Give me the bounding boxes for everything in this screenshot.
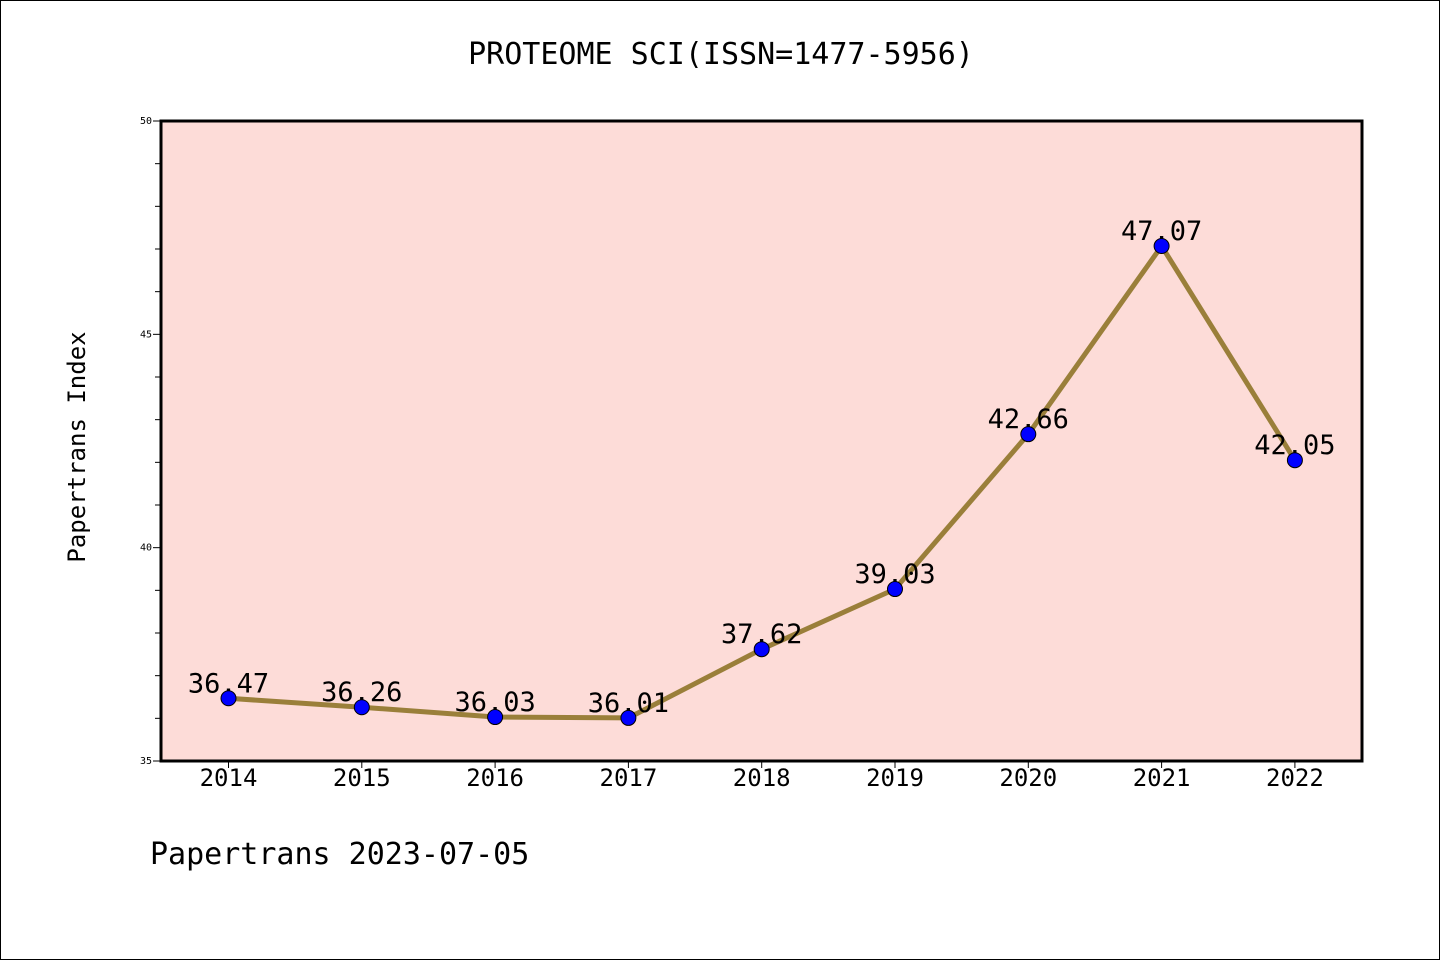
x-tick-label: 2021 <box>1133 764 1191 792</box>
data-point <box>1020 426 1037 443</box>
x-tick-label: 2022 <box>1266 764 1324 792</box>
y-tick-label: 35 <box>140 756 152 767</box>
data-point <box>1286 452 1303 469</box>
x-tick-label: 2019 <box>866 764 924 792</box>
chart-title: PROTEOME SCI(ISSN=1477-5956) <box>468 37 974 72</box>
x-tick-label: 2014 <box>200 764 258 792</box>
x-tick-label: 2020 <box>999 764 1057 792</box>
data-point <box>1153 238 1170 255</box>
data-point <box>753 641 770 658</box>
data-point <box>220 690 237 707</box>
data-point <box>887 581 903 598</box>
footer-credit: Papertrans 2023-07-05 <box>150 837 530 872</box>
x-tick-label: 2015 <box>333 764 391 792</box>
data-point <box>620 709 637 726</box>
y-tick-label: 40 <box>140 543 152 554</box>
data-point <box>487 709 504 726</box>
data-point <box>353 699 370 716</box>
x-tick-label: 2017 <box>600 764 658 792</box>
y-tick-label: 50 <box>140 116 152 127</box>
y-tick-label: 45 <box>140 329 152 340</box>
x-tick-label: 2016 <box>466 764 524 792</box>
x-tick-label: 2018 <box>733 764 791 792</box>
